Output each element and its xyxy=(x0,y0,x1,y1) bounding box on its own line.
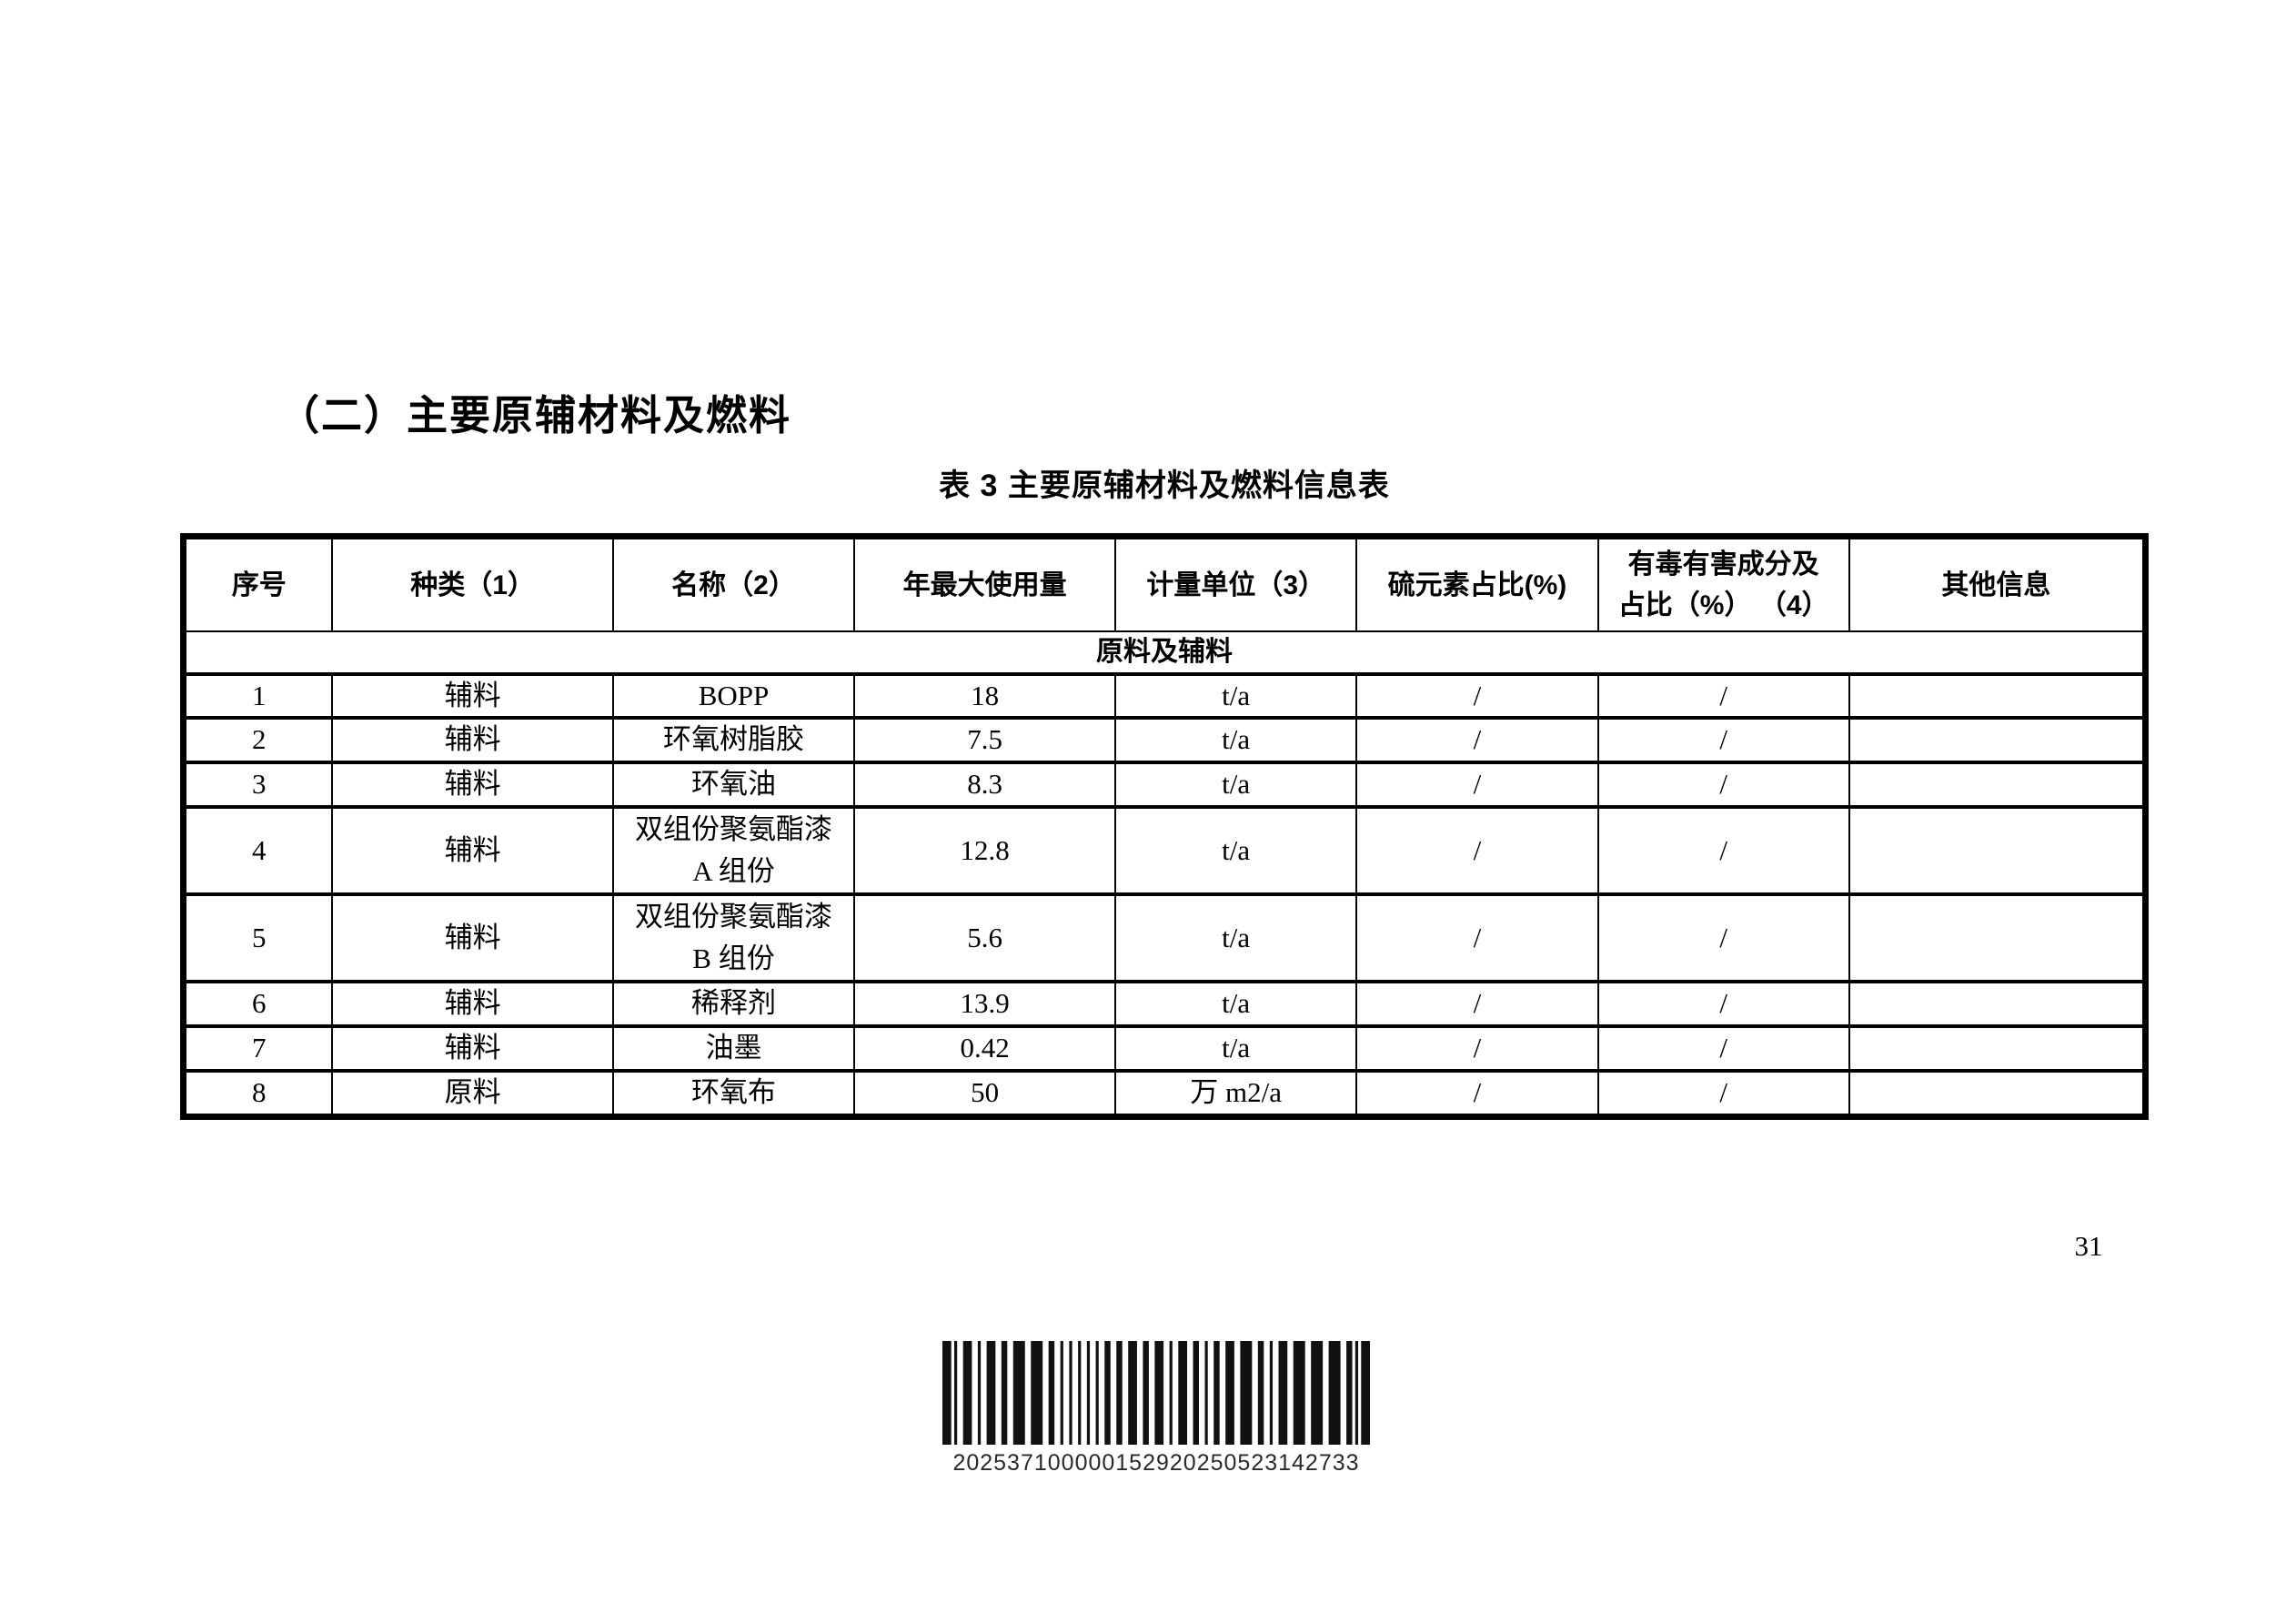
cell-col-name: BOPP xyxy=(611,671,856,721)
cell-col-toxic: / xyxy=(1596,1024,1850,1074)
table-row: 5 辅料 双组份聚氨酯漆 B 组份 5.6 t/a / / xyxy=(182,892,2147,984)
cell-col-unit: t/a xyxy=(1114,980,1358,1029)
cell-col-unit: t/a xyxy=(1114,671,1358,721)
table-row: 1 辅料 BOPP 18 t/a / / xyxy=(182,671,2147,721)
cell-col-amount: 5.6 xyxy=(853,892,1117,984)
column-header-col-toxic: 有毒有害成分及 占比（%） （4） xyxy=(1596,535,1850,632)
cell-col-no: 8 xyxy=(182,1069,334,1119)
cell-col-type: 辅料 xyxy=(331,761,614,810)
cell-col-type: 辅料 xyxy=(331,980,614,1029)
cell-col-amount: 12.8 xyxy=(853,805,1117,897)
section-row-label: 原料及辅料 xyxy=(182,630,2147,676)
cell-col-no: 6 xyxy=(182,980,334,1029)
cell-col-toxic: / xyxy=(1596,805,1850,897)
cell-col-amount: 0.42 xyxy=(853,1024,1117,1074)
cell-col-name: 环氧布 xyxy=(611,1069,856,1119)
cell-col-unit: t/a xyxy=(1114,1024,1358,1074)
cell-col-name: 环氧树脂胶 xyxy=(611,716,856,765)
cell-col-type: 辅料 xyxy=(331,716,614,765)
cell-col-other xyxy=(1848,892,2147,984)
column-header-col-type: 种类（1） xyxy=(331,535,614,632)
cell-col-type: 辅料 xyxy=(331,671,614,721)
column-header-col-amount: 年最大使用量 xyxy=(853,535,1117,632)
table-row: 8 原料 环氧布 50 万 m2/a / / xyxy=(182,1069,2147,1119)
cell-col-unit: 万 m2/a xyxy=(1114,1069,1358,1119)
page-number: 31 xyxy=(2074,1230,2103,1262)
cell-col-name: 稀释剂 xyxy=(611,980,856,1029)
cell-col-toxic: / xyxy=(1596,1069,1850,1119)
cell-col-sulfur: / xyxy=(1355,761,1599,810)
table-row: 6 辅料 稀释剂 13.9 t/a / / xyxy=(182,980,2147,1029)
section-row: 原料及辅料 xyxy=(182,630,2147,676)
column-header-col-other: 其他信息 xyxy=(1848,535,2147,632)
cell-col-toxic: / xyxy=(1596,716,1850,765)
table-row: 7 辅料 油墨 0.42 t/a / / xyxy=(182,1024,2147,1074)
cell-col-amount: 50 xyxy=(853,1069,1117,1119)
cell-col-unit: t/a xyxy=(1114,761,1358,810)
table-row: 2 辅料 环氧树脂胶 7.5 t/a / / xyxy=(182,716,2147,765)
materials-table: 序号 种类（1） 名称（2） 年最大使用量 计量单位（3） 硫元素占比(%) 有毒有害成分及… xyxy=(180,533,2149,1121)
cell-col-amount: 8.3 xyxy=(853,761,1117,810)
cell-col-other xyxy=(1848,980,2147,1029)
cell-col-sulfur: / xyxy=(1355,805,1599,897)
cell-col-name: 双组份聚氨酯漆 B 组份 xyxy=(611,892,856,984)
cell-col-sulfur: / xyxy=(1355,1024,1599,1074)
cell-col-name: 环氧油 xyxy=(611,761,856,810)
cell-col-amount: 13.9 xyxy=(853,980,1117,1029)
cell-col-other xyxy=(1848,716,2147,765)
cell-col-unit: t/a xyxy=(1114,716,1358,765)
cell-col-amount: 7.5 xyxy=(853,716,1117,765)
cell-col-unit: t/a xyxy=(1114,892,1358,984)
cell-col-other xyxy=(1848,761,2147,810)
table-header-row: 序号 种类（1） 名称（2） 年最大使用量 计量单位（3） 硫元素占比(%) 有毒有害成分及… xyxy=(182,535,2147,632)
cell-col-name: 油墨 xyxy=(611,1024,856,1074)
cell-col-sulfur: / xyxy=(1355,716,1599,765)
section-heading: （二）主要原辅材料及燃料 xyxy=(278,393,792,439)
cell-col-sulfur: / xyxy=(1355,671,1599,721)
cell-col-toxic: / xyxy=(1596,761,1850,810)
cell-col-other xyxy=(1848,671,2147,721)
cell-col-no: 1 xyxy=(182,671,334,721)
cell-col-no: 5 xyxy=(182,892,334,984)
cell-col-no: 2 xyxy=(182,716,334,765)
barcode-number: 202537100000152920250523142733 xyxy=(952,1450,1360,1476)
column-header-col-unit: 计量单位（3） xyxy=(1114,535,1358,632)
cell-col-type: 辅料 xyxy=(331,1024,614,1074)
cell-col-other xyxy=(1848,805,2147,897)
cell-col-sulfur: / xyxy=(1355,1069,1599,1119)
cell-col-amount: 18 xyxy=(853,671,1117,721)
barcode: 202537100000152920250523142733 xyxy=(942,1341,1370,1477)
table-row: 4 辅料 双组份聚氨酯漆 A 组份 12.8 t/a / / xyxy=(182,805,2147,897)
cell-col-sulfur: / xyxy=(1355,980,1599,1029)
cell-col-no: 4 xyxy=(182,805,334,897)
cell-col-unit: t/a xyxy=(1114,805,1358,897)
cell-col-no: 3 xyxy=(182,761,334,810)
table-row: 3 辅料 环氧油 8.3 t/a / / xyxy=(182,761,2147,810)
cell-col-toxic: / xyxy=(1596,892,1850,984)
cell-col-toxic: / xyxy=(1596,980,1850,1029)
column-header-col-name: 名称（2） xyxy=(611,535,856,632)
cell-col-type: 原料 xyxy=(331,1069,614,1119)
column-header-col-sulfur: 硫元素占比(%) xyxy=(1355,535,1599,632)
barcode-bars-image xyxy=(942,1341,1370,1445)
cell-col-sulfur: / xyxy=(1355,892,1599,984)
cell-col-other xyxy=(1848,1069,2147,1119)
cell-col-type: 辅料 xyxy=(331,805,614,897)
cell-col-name: 双组份聚氨酯漆 A 组份 xyxy=(611,805,856,897)
cell-col-toxic: / xyxy=(1596,671,1850,721)
table-caption: 表 3 主要原辅材料及燃料信息表 xyxy=(939,469,1390,503)
cell-col-other xyxy=(1848,1024,2147,1074)
cell-col-no: 7 xyxy=(182,1024,334,1074)
column-header-col-no: 序号 xyxy=(182,535,334,632)
cell-col-type: 辅料 xyxy=(331,892,614,984)
